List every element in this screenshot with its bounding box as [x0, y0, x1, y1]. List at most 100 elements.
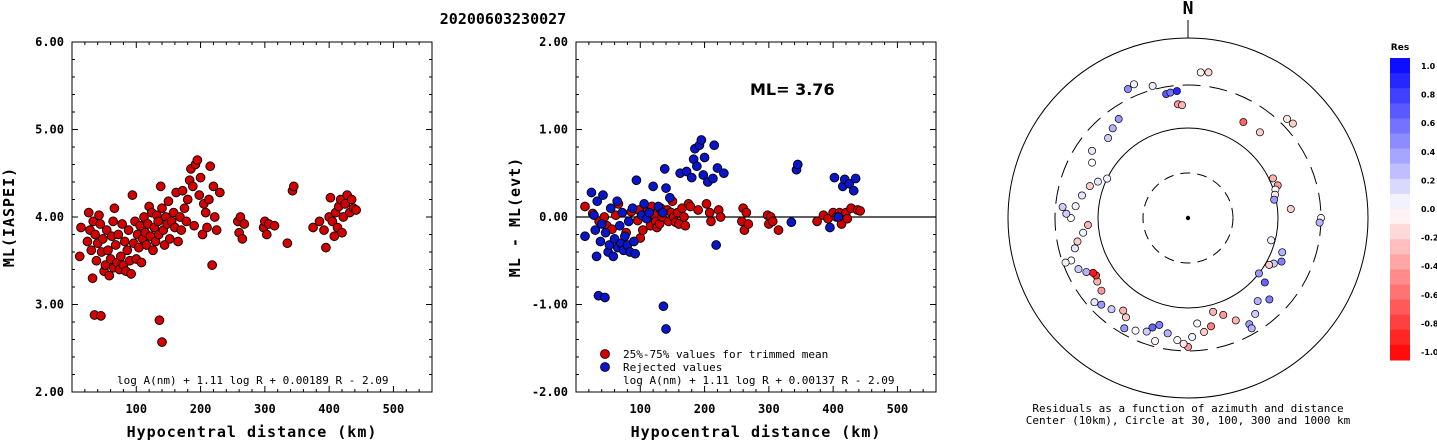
- colorbar-band: [1390, 148, 1410, 165]
- residual-rejected-point: [600, 227, 611, 238]
- ml-point: [239, 219, 250, 229]
- residual-rejected-point: [623, 216, 634, 227]
- ml-point: [110, 240, 121, 250]
- ml-point: [155, 181, 166, 192]
- colorbar-band: [1390, 329, 1410, 346]
- residual-rejected-point: [617, 207, 628, 218]
- ml-point: [90, 229, 100, 240]
- station-marker: [1121, 313, 1130, 322]
- ml-point: [192, 155, 203, 165]
- ml-point: [179, 203, 190, 214]
- residual-rejected-point: [696, 135, 707, 145]
- ml-point: [74, 251, 85, 262]
- station-marker: [1078, 191, 1086, 200]
- polar-caption-2: Center (10km), Circle at 30, 100, 300 an…: [1026, 414, 1351, 427]
- station-marker: [1119, 306, 1128, 315]
- ml-point: [173, 236, 183, 247]
- station-marker: [1088, 146, 1097, 155]
- colorbar-band: [1390, 133, 1410, 150]
- residual-rejected-point: [608, 251, 619, 262]
- station-marker: [1131, 326, 1140, 335]
- ring-1000km: [1007, 37, 1369, 399]
- ml-point: [209, 212, 220, 222]
- residual-rejected-point: [644, 207, 655, 218]
- residual-rejected-point: [596, 219, 607, 229]
- residual-rejected-point: [648, 181, 658, 192]
- residual-rejected-point: [711, 240, 721, 250]
- station-marker: [1255, 128, 1264, 137]
- residual-xtick-label: 500: [887, 402, 909, 416]
- residual-rejected-point: [627, 203, 638, 214]
- ml-point: [188, 181, 198, 192]
- ml-point: [314, 216, 325, 227]
- ml-point: [127, 190, 138, 200]
- station-marker: [1188, 333, 1197, 341]
- station-marker: [1286, 205, 1295, 213]
- ml-point: [126, 269, 136, 279]
- ml-point: [325, 192, 336, 203]
- station-marker: [1142, 327, 1151, 336]
- station-marker: [1130, 80, 1138, 89]
- colorbar-band: [1390, 58, 1410, 74]
- station-marker: [1093, 177, 1102, 186]
- ml-point: [207, 260, 217, 270]
- residual-rejected-point: [699, 152, 710, 163]
- ml-y-axis-label: ML(IASPEI): [0, 167, 18, 267]
- residual-rejected-point: [620, 231, 630, 242]
- residual-colorbar: [1390, 58, 1410, 361]
- residual-rejected-point: [605, 203, 616, 214]
- ml-plot-frame: [71, 41, 433, 393]
- station-marker: [1120, 324, 1129, 333]
- station-marker: [1166, 88, 1175, 97]
- ml-point: [157, 203, 167, 214]
- ml-point: [87, 273, 98, 284]
- ml-point: [148, 245, 158, 256]
- ml-point: [200, 207, 211, 218]
- residual-rejected-point: [709, 140, 720, 151]
- residual-point: [767, 216, 778, 227]
- station-marker: [1082, 268, 1091, 276]
- north-label: N: [1183, 0, 1194, 19]
- ml-point: [153, 216, 163, 227]
- colorbar-band: [1390, 103, 1410, 119]
- ml-ytick-label: 4.00: [35, 210, 64, 224]
- ml-ytick-label: 5.00: [35, 123, 64, 137]
- ml-point: [104, 270, 115, 281]
- residual-rejected-point: [598, 190, 608, 200]
- ml-point: [91, 255, 102, 266]
- residual-rejected-point: [719, 168, 729, 179]
- ml-point: [205, 161, 216, 172]
- station-marker: [1107, 305, 1116, 314]
- ml-point: [163, 196, 174, 207]
- ml-point: [136, 257, 147, 268]
- ml-point: [181, 216, 192, 227]
- colorbar-title: Res: [1391, 43, 1409, 53]
- ml-ytick-label: 3.00: [35, 298, 64, 312]
- station-marker: [1084, 221, 1092, 229]
- station-marker: [1155, 321, 1164, 329]
- residual-ytick-label: 1.00: [539, 123, 568, 137]
- station-marker: [1104, 134, 1113, 143]
- colorbar-band: [1390, 269, 1410, 285]
- ml-point: [113, 229, 124, 240]
- residual-rejected-point: [658, 301, 669, 312]
- residual-xtick-label: 200: [694, 402, 716, 416]
- station-marker: [1196, 68, 1205, 77]
- residual-rejected-point: [661, 324, 671, 334]
- residual-rejected-point: [595, 236, 606, 247]
- residual-rejected-point: [829, 172, 840, 183]
- residual-point: [680, 220, 691, 231]
- ml-point: [83, 207, 94, 218]
- legend-label-trimmed: 25%-75% values for trimmed mean: [623, 348, 828, 361]
- ml-point: [261, 229, 272, 240]
- residual-point: [693, 205, 703, 215]
- ml-point: [164, 234, 175, 244]
- residual-x-ticks: 100 200 300 400 500: [588, 42, 924, 416]
- ml-xtick-label: 400: [318, 402, 340, 416]
- station-marker: [1193, 319, 1202, 328]
- colorbar-band: [1390, 284, 1410, 301]
- ml-xtick-label: 300: [254, 402, 276, 416]
- station-marker: [1103, 174, 1112, 183]
- ml-point: [177, 185, 188, 196]
- colorbar-band: [1390, 193, 1410, 210]
